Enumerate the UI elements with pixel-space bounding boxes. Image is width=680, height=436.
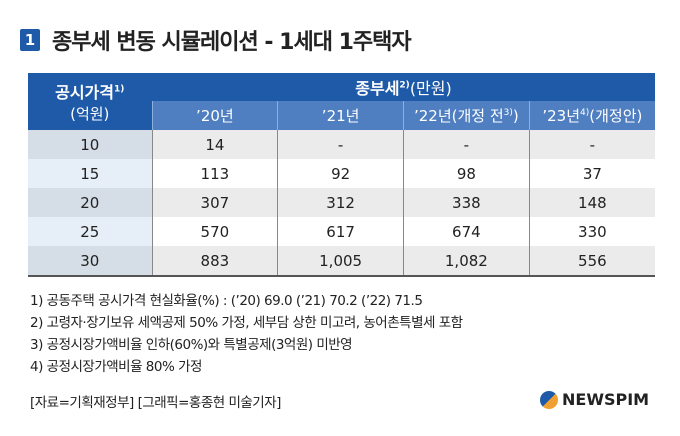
footnote: 1) 공동주택 공시가격 현실화율(%) : (’20) 69.0 (’21) … xyxy=(30,293,423,309)
tax-value-cell: 338 xyxy=(403,188,530,217)
title-text: 종부세 변동 시뮬레이션 - 1세대 1주택자 xyxy=(52,30,412,55)
tax-value-cell: 1,082 xyxy=(403,246,530,276)
price-cell: 30 xyxy=(28,246,152,276)
footnote: 3) 공정시장가액비율 인하(60%)와 특별공제(3억원) 미반영 xyxy=(30,337,353,353)
table-row: 25 570 617 674 330 xyxy=(28,217,655,246)
tax-value-cell: - xyxy=(277,130,404,159)
tax-value-cell: 330 xyxy=(528,217,655,246)
column-header: ’23년4)(개정안) xyxy=(528,101,655,130)
newspim-logo: NEWSPIM xyxy=(540,390,649,409)
tax-value-cell: 883 xyxy=(151,246,278,276)
footnote: 4) 공정시장가액비율 80% 가정 xyxy=(30,359,202,375)
price-header: 공시가격1) (억원) xyxy=(28,73,152,130)
tax-value-cell: 307 xyxy=(151,188,278,217)
tax-value-cell: 556 xyxy=(528,246,655,276)
table-row: 10 14- - - xyxy=(28,130,655,159)
tax-value-cell: 570 xyxy=(151,217,278,246)
tax-value-cell: 14 xyxy=(151,130,278,159)
price-cell: 15 xyxy=(28,159,152,188)
table-row: 15 113 92 98 37 xyxy=(28,159,655,188)
column-header: ’20년 xyxy=(151,101,278,130)
tax-value-cell: - xyxy=(528,130,655,159)
price-cell: 25 xyxy=(28,217,152,246)
tax-group-header: 종부세2)(만원) xyxy=(152,73,655,101)
source-credit: [자료=기획재정부] [그래픽=홍종현 미술기자] xyxy=(30,395,281,411)
table-row: 20 307 312 338 148 xyxy=(28,188,655,217)
tax-value-cell: 674 xyxy=(403,217,530,246)
tax-table: 공시가격1) (억원) 종부세2)(만원) ’20년 ’21년 ’22년(개정 전3… xyxy=(28,73,655,277)
column-header: ’21년 xyxy=(277,101,404,130)
tax-value-cell: 312 xyxy=(277,188,404,217)
title: 1 종부세 변동 시뮬레이션 - 1세대 1주택자 xyxy=(20,24,412,56)
footnotes: 1) 공동주택 공시가격 현실화율(%) : (’20) 69.0 (’21) … xyxy=(30,290,463,378)
tax-value-cell: 113 xyxy=(151,159,278,188)
price-cell: 20 xyxy=(28,188,152,217)
tax-value-cell: 92 xyxy=(277,159,404,188)
tax-value-cell: 1,005 xyxy=(277,246,404,276)
column-header: ’22년(개정 전3)) xyxy=(403,101,530,130)
tax-value-cell: 148 xyxy=(528,188,655,217)
tax-value-cell: 617 xyxy=(277,217,404,246)
tax-value-cell: 37 xyxy=(528,159,655,188)
table-row: 30 883 1,005 1,082 556 xyxy=(28,246,655,276)
footnote: 2) 고령자·장기보유 세액공제 50% 가정, 세부담 상한 미고려, 농어촌… xyxy=(30,315,463,331)
price-cell: 10 xyxy=(28,130,152,159)
tax-value-cell: 98 xyxy=(403,159,530,188)
number-badge: 1 xyxy=(20,29,40,51)
tax-value-cell: - xyxy=(403,130,530,159)
logo-icon xyxy=(540,390,558,409)
